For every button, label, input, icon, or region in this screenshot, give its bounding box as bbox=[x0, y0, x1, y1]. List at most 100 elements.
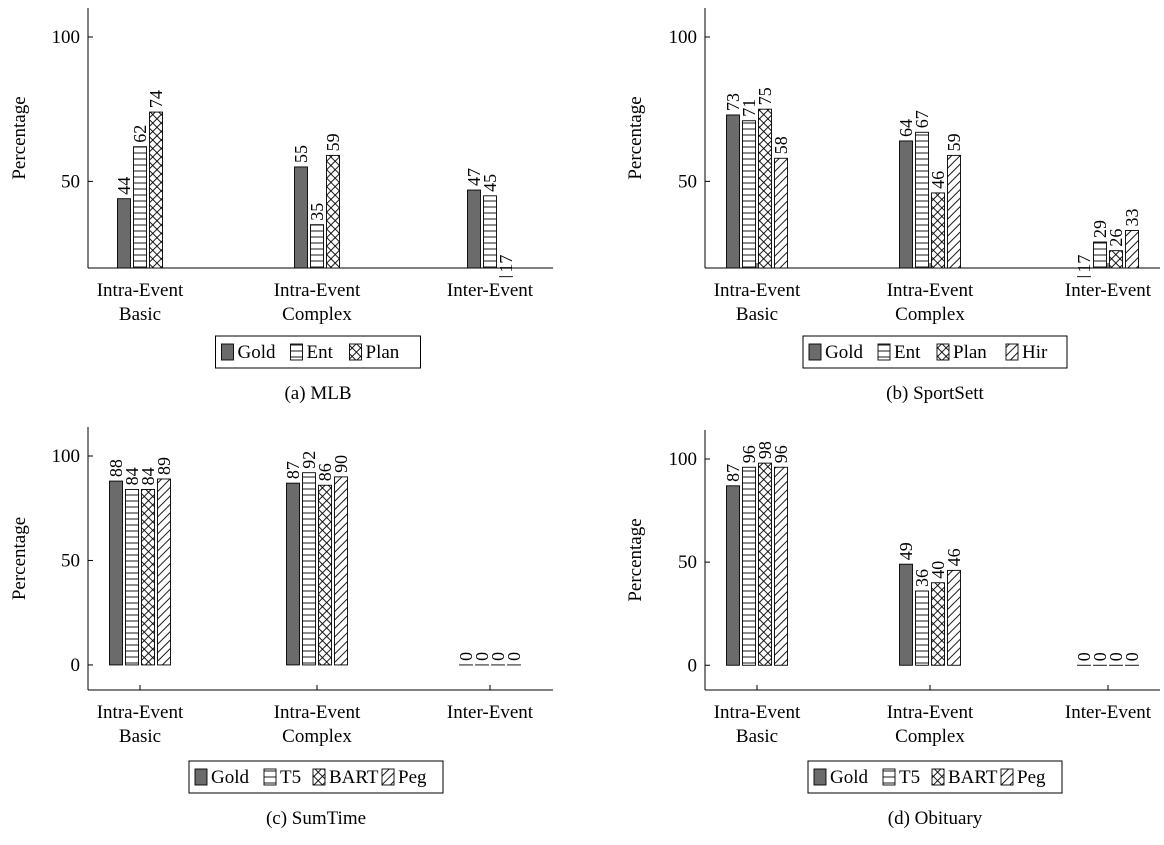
legend-label: Gold bbox=[238, 342, 277, 363]
bar-ent bbox=[1093, 241, 1107, 269]
panel-caption: (d) Obituary bbox=[888, 808, 983, 829]
x-tick-label: Intra-Event bbox=[714, 280, 801, 301]
legend-swatch-ent bbox=[290, 343, 303, 361]
bar-hir bbox=[947, 154, 961, 269]
x-tick-label: Intra-Event bbox=[887, 280, 974, 301]
bar-ent bbox=[915, 131, 929, 269]
data-label: 88 bbox=[106, 459, 126, 477]
legend-swatch-bart bbox=[312, 768, 326, 786]
bar-bart bbox=[318, 484, 332, 666]
y-tick-label: 100 bbox=[669, 27, 698, 48]
y-tick-label: 50 bbox=[61, 171, 80, 192]
data-label: 47 bbox=[464, 168, 484, 186]
data-label: 0 bbox=[472, 652, 492, 661]
bar-gold bbox=[294, 166, 308, 269]
legend-label: Gold bbox=[211, 767, 250, 788]
data-label: 29 bbox=[1090, 220, 1110, 238]
data-label: 62 bbox=[130, 125, 150, 143]
x-tick-label: Basic bbox=[736, 304, 778, 325]
data-label: 75 bbox=[755, 87, 775, 105]
bar-hir bbox=[774, 157, 788, 269]
data-label: 17 bbox=[1074, 255, 1094, 273]
x-tick-label: Complex bbox=[895, 726, 965, 747]
y-tick-label: 50 bbox=[678, 552, 697, 573]
bar-hir bbox=[1125, 230, 1139, 269]
y-tick-label: 50 bbox=[61, 550, 80, 571]
legend-swatch-gold bbox=[813, 768, 827, 786]
x-tick-label: Intra-Event bbox=[714, 702, 801, 723]
data-label: 33 bbox=[1122, 208, 1142, 226]
legend-swatch-plan bbox=[936, 343, 950, 361]
data-label: 87 bbox=[283, 461, 303, 479]
x-tick-label: Intra-Event bbox=[97, 280, 184, 301]
data-label: 26 bbox=[1106, 229, 1126, 247]
chart-panel-3: 050100PercentageIntra-EventBasic88848489… bbox=[9, 427, 553, 829]
x-tick-label: Inter-Event bbox=[1065, 702, 1152, 723]
data-label: 89 bbox=[154, 457, 174, 475]
chart-panel-1: 50 100 Percentage Intra-Event Basic 44 62 74 Int… bbox=[9, 8, 553, 404]
data-label: 36 bbox=[912, 569, 932, 587]
legend-label: Plan bbox=[953, 342, 987, 363]
legend-label: Hir bbox=[1022, 342, 1048, 363]
bar-ent bbox=[133, 146, 147, 269]
legend: Gold T5 BART Peg bbox=[188, 760, 444, 794]
bar-plan bbox=[931, 192, 945, 269]
y-tick-label: 100 bbox=[52, 27, 81, 48]
legend: Gold Ent Plan bbox=[215, 335, 421, 369]
legend-label: Gold bbox=[830, 767, 869, 788]
y-tick-label: 100 bbox=[669, 449, 698, 470]
x-tick-label: Intra-Event bbox=[887, 702, 974, 723]
y-axis-label: Percentage bbox=[625, 518, 646, 601]
legend-label: BART bbox=[329, 767, 379, 788]
data-label: 86 bbox=[315, 463, 335, 481]
y-axis-label: Percentage bbox=[9, 96, 30, 179]
x-tick-label: Intra-Event bbox=[274, 702, 361, 723]
legend: Gold Ent Plan Hir bbox=[802, 335, 1068, 369]
legend-box bbox=[802, 335, 1068, 369]
y-axis-label: Percentage bbox=[625, 96, 646, 179]
legend-box bbox=[215, 335, 421, 369]
data-label: 67 bbox=[912, 110, 932, 128]
data-label: 96 bbox=[771, 445, 791, 463]
bar-ent bbox=[742, 120, 756, 269]
legend-label: Gold bbox=[825, 342, 864, 363]
legend: Gold T5 BART Peg bbox=[807, 760, 1063, 794]
data-label: 40 bbox=[928, 561, 948, 579]
legend-swatch-t5 bbox=[882, 768, 896, 786]
x-tick-label: Basic bbox=[119, 726, 161, 747]
chart-panels: 50 100 Percentage Intra-Event Basic 44 62 74 Int… bbox=[9, 8, 1160, 829]
bar-peg bbox=[157, 478, 171, 666]
y-axis-label: Percentage bbox=[9, 517, 30, 600]
data-label: 55 bbox=[291, 145, 311, 163]
bar-gold bbox=[899, 140, 913, 269]
data-label: 35 bbox=[307, 203, 327, 221]
bar-gold bbox=[117, 198, 131, 269]
y-tick-label: 0 bbox=[688, 655, 698, 676]
x-tick-label: Basic bbox=[736, 726, 778, 747]
bar-bart bbox=[931, 582, 945, 666]
legend-swatch-ent bbox=[877, 343, 891, 361]
legend-swatch-bart bbox=[931, 768, 945, 786]
bar-plan bbox=[149, 111, 163, 269]
bar-bart bbox=[141, 488, 155, 666]
legend-label: Peg bbox=[398, 767, 427, 788]
bar-bart bbox=[758, 462, 772, 666]
data-label: 84 bbox=[122, 467, 142, 485]
data-label: 96 bbox=[739, 445, 759, 463]
bar-gold bbox=[286, 482, 300, 666]
panel-caption: (a) MLB bbox=[284, 383, 351, 404]
data-label: 90 bbox=[331, 455, 351, 473]
legend-label: Peg bbox=[1017, 767, 1046, 788]
x-tick-label: Inter-Event bbox=[1065, 280, 1152, 301]
x-tick-label: Intra-Event bbox=[97, 702, 184, 723]
x-tick-label: Complex bbox=[282, 304, 352, 325]
data-label: 17 bbox=[496, 255, 516, 273]
chart-panel-4: 050100PercentageIntra-EventBasic87969896… bbox=[625, 430, 1160, 829]
x-tick-label: Inter-Event bbox=[447, 280, 534, 301]
bar-peg bbox=[774, 466, 788, 666]
data-label: 0 bbox=[1090, 652, 1110, 661]
legend-label: Ent bbox=[894, 342, 921, 363]
legend-label: Ent bbox=[307, 342, 334, 363]
bar-t5 bbox=[125, 488, 139, 666]
